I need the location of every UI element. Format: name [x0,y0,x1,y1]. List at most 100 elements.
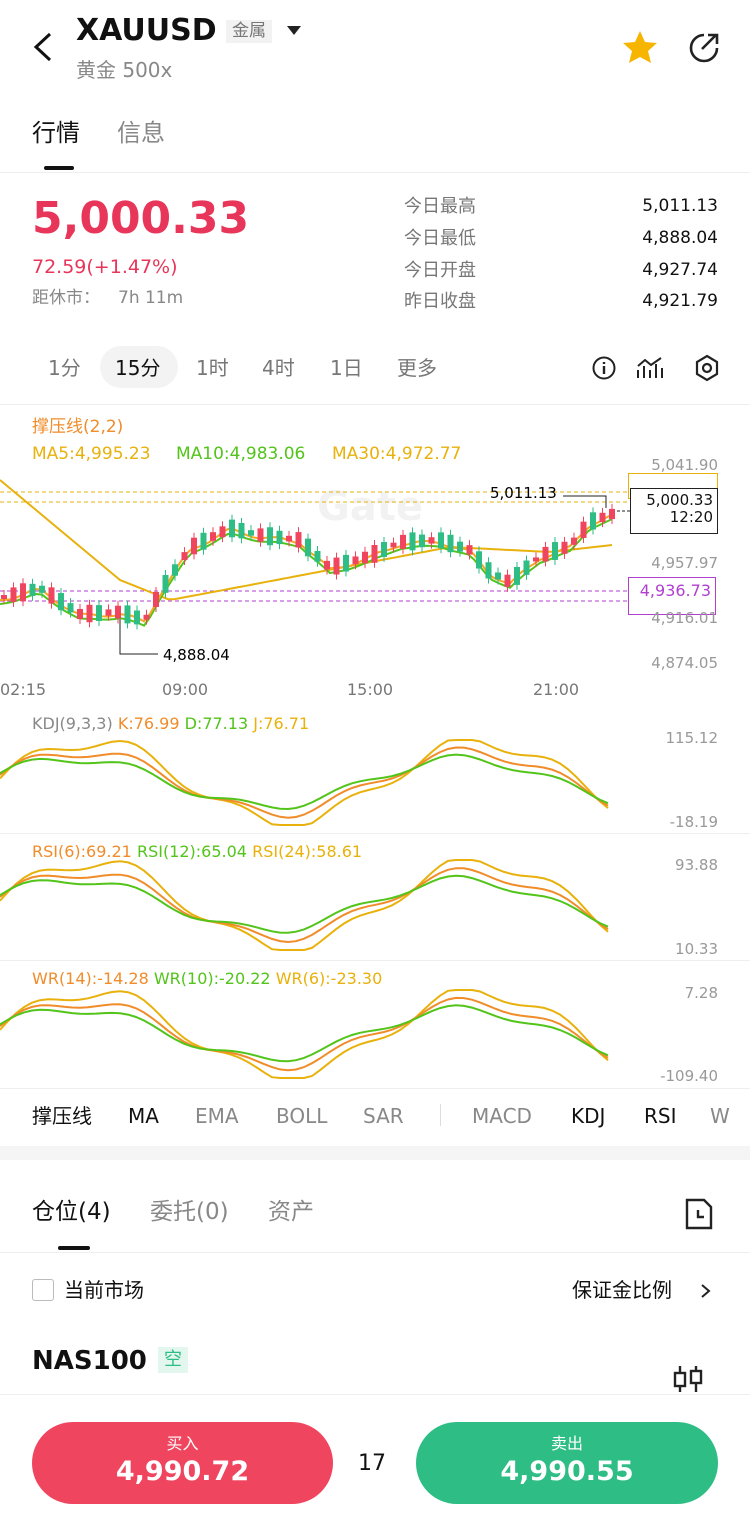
candle [590,512,596,530]
support-price: 4,936.73 [639,581,711,600]
rsi6: RSI(6):69.21 [32,842,132,861]
candle [542,546,549,562]
candle [314,550,321,562]
support-box: 4,936.73 [628,577,716,615]
share[interactable] [688,32,720,64]
history-icon[interactable] [684,1198,714,1230]
indicator-tab[interactable]: W [710,1104,730,1128]
indicator-tab[interactable]: KDJ [571,1104,606,1128]
interval[interactable]: 4时 [262,356,295,380]
candle [552,542,558,560]
change: 72.59(+1.47%) [32,256,178,278]
chevron [701,1284,711,1298]
watermark: Gate [317,484,423,530]
candle [67,603,74,613]
indicator-tab[interactable]: SAR [363,1104,404,1128]
indicator-tab[interactable]: MACD [472,1104,532,1128]
stat-label: 今日开盘 [404,260,476,281]
kdj-k: K:76.99 [117,714,180,733]
interval[interactable]: 15分 [115,356,161,380]
position-side: 空 [158,1347,188,1373]
interval[interactable]: 更多 [397,356,437,380]
axis-label: 4,874.05 [651,654,718,672]
interval[interactable]: 1时 [196,356,229,380]
checkbox[interactable] [32,1279,54,1301]
candle [286,535,292,542]
kdj-header: KDJ(9,3,3) K:76.99 D:77.13 J:76.71 [32,716,309,732]
position-tab[interactable]: 资产 [268,1199,314,1225]
section-gap [0,1146,750,1160]
rsi-header: RSI(6):69.21 RSI(12):65.04 RSI(24):58.61 [32,844,362,860]
candle [153,591,159,607]
stat-value: 4,927.74 [642,260,718,280]
candle [533,557,539,562]
stat-label: 今日最高 [404,196,476,217]
sell-button[interactable]: 卖出 4,990.55 [416,1422,718,1504]
current-price-box: 5,000.33 12:20 [630,488,718,534]
candle [219,526,226,538]
interval[interactable]: 1分 [48,356,81,380]
settings-icon[interactable] [694,354,720,382]
candle [191,537,197,555]
indicator-tab[interactable]: 撑压线 [32,1104,92,1128]
countdown: 12:20 [669,508,713,526]
oscillator-line [0,753,609,811]
candle [504,574,511,587]
axis-label: 4,957.97 [651,554,718,572]
tab-indicator [44,166,74,170]
indicator-icon[interactable] [636,356,664,380]
chart-icon[interactable] [672,1364,704,1394]
interval[interactable]: 1日 [330,356,363,380]
symbol: XAUUSD [76,13,217,48]
candle [115,605,121,619]
candle [409,532,416,551]
candle [609,508,615,520]
candle [371,544,378,563]
filter-label: 当前市场 [64,1278,144,1302]
candle [428,537,435,544]
axis-label: 10.33 [675,940,718,958]
candle [295,532,302,548]
candle [181,552,188,561]
tab[interactable]: 信息 [117,119,165,147]
position-tab[interactable]: 仓位(4) [32,1199,111,1225]
candle [485,562,492,579]
kdj-d: D:77.13 [184,714,249,733]
back-button[interactable] [30,32,56,62]
indicator-tab[interactable]: RSI [644,1104,677,1128]
stat-value: 4,888.04 [642,228,718,248]
axis-label: 5,041.90 [651,456,718,474]
axis-label: -109.40 [660,1067,718,1085]
indicator-tab[interactable]: BOLL [276,1104,328,1128]
candle [134,610,140,625]
wr-header: WR(14):-14.28 WR(10):-20.22 WR(6):-23.30 [32,971,382,987]
buy-button[interactable]: 买入 4,990.72 [32,1422,333,1504]
oscillator-line [0,739,609,826]
oscillator-line [0,746,609,819]
position-symbol: NAS100 [32,1346,147,1376]
position-tab[interactable]: 委托(0) [150,1199,229,1225]
candle [419,534,425,548]
low-label: 4,888.04 [163,646,230,664]
candle [599,512,606,523]
indicator-tab[interactable]: MA [128,1104,159,1128]
tab-active[interactable]: 行情 [32,119,80,147]
candle [267,527,273,546]
favorite[interactable] [622,30,658,64]
high-label: 5,011.13 [490,484,557,502]
wr6: WR(6):-23.30 [275,969,383,988]
indicator-tab[interactable]: EMA [195,1104,239,1128]
dropdown[interactable] [287,26,301,36]
candle [20,583,26,602]
candle [200,532,207,550]
info-icon[interactable] [592,356,616,380]
candle [1,595,7,599]
candle [210,532,216,541]
margin-ratio[interactable]: 保证金比例 [572,1278,672,1302]
candle [229,519,235,538]
candle [58,593,64,611]
candle [561,541,568,554]
time-label: 02:15 [0,680,47,699]
close-label: 距休市： [32,288,100,308]
